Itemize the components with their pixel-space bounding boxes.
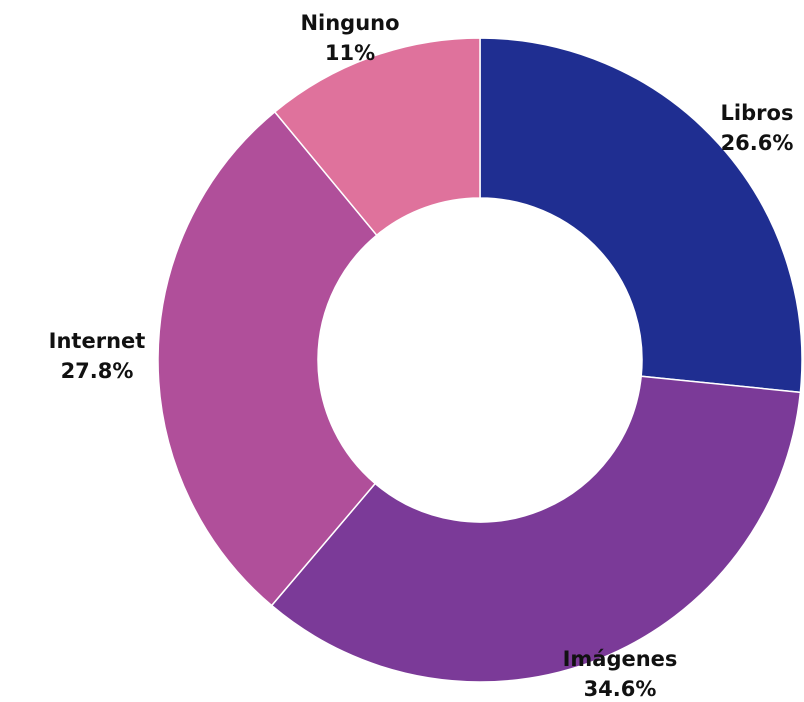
slice-libros xyxy=(480,38,802,392)
slice-label-group: Libros 26.6% xyxy=(721,101,794,155)
slice-im-genes xyxy=(272,376,801,682)
slices-layer xyxy=(158,38,802,682)
slice-label: Libros xyxy=(721,101,794,125)
slice-value-label: 11% xyxy=(325,41,375,65)
slice-value-label: 27.8% xyxy=(61,359,134,383)
slice-label-group: Internet 27.8% xyxy=(49,329,146,383)
slice-value-label: 26.6% xyxy=(721,131,794,155)
slice-label: Imágenes xyxy=(563,647,678,671)
slice-label: Internet xyxy=(49,329,146,353)
slice-label: Ninguno xyxy=(300,11,399,35)
slice-value-label: 34.6% xyxy=(584,677,657,701)
slice-label-group: Imágenes 34.6% xyxy=(563,647,678,701)
